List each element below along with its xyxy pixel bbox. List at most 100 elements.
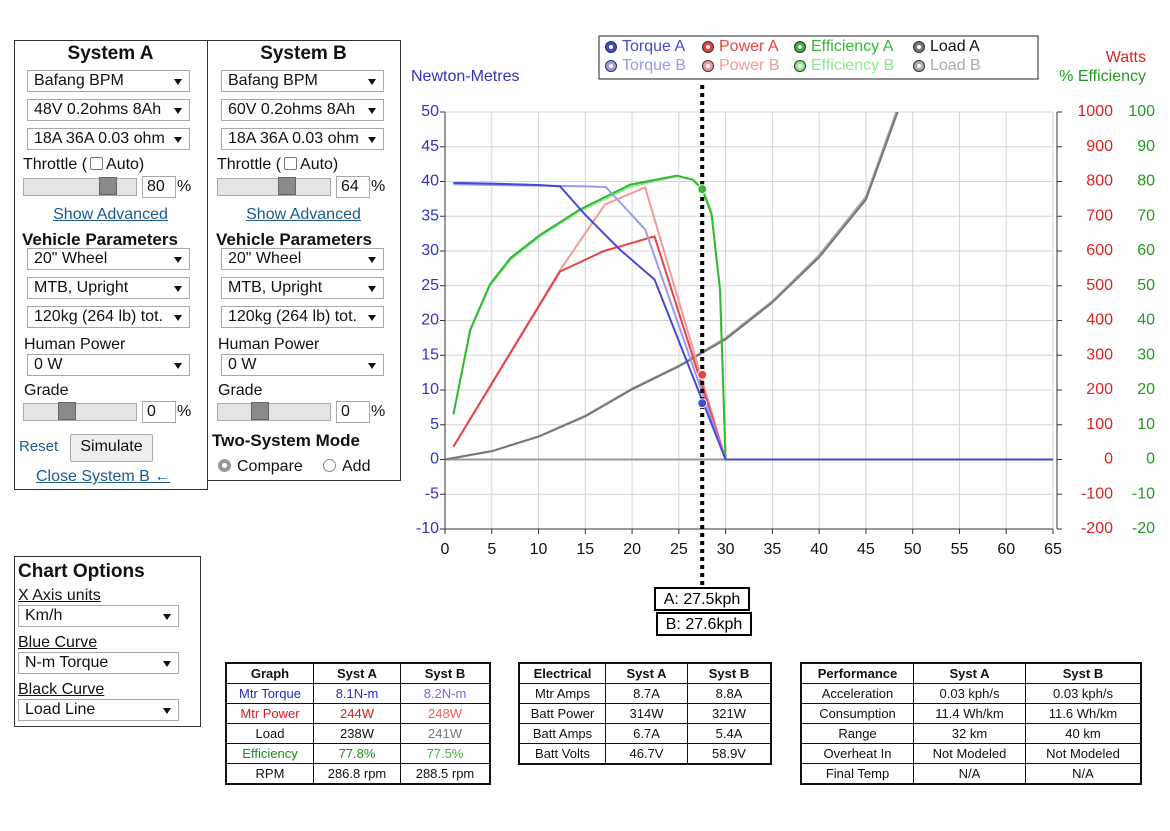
series-line (452, 174, 1053, 461)
header-cell: Syst B (1025, 662, 1142, 684)
frame-select[interactable]: MTB, Upright (221, 277, 384, 299)
y-tick-label: 40 (421, 173, 439, 190)
input[interactable]: 64 (336, 176, 370, 198)
slider-thumb[interactable] (278, 177, 296, 195)
battery-select[interactable]: 48V 0.2ohms 8Ah (27, 99, 190, 121)
row: Graph Syst A Syst B (225, 662, 491, 684)
label: Black Curve (18, 681, 105, 698)
y3-tick-label: 60 (1137, 242, 1155, 259)
y3-tick-label: 70 (1137, 207, 1155, 224)
slider[interactable] (217, 402, 331, 421)
label: Grade (24, 382, 69, 399)
header-cell: Graph (225, 662, 314, 684)
slider[interactable] (23, 402, 137, 421)
close-link[interactable]: Close System B ← (36, 468, 171, 485)
blue-select[interactable]: N-m Torque (18, 652, 179, 674)
motor-select[interactable]: Bafang BPM (221, 70, 384, 92)
frame-select[interactable]: MTB, Upright (27, 277, 190, 299)
x-tick-label: 20 (623, 541, 641, 558)
series-line (453, 183, 1053, 461)
motor-select[interactable]: Bafang BPM (27, 70, 190, 92)
input[interactable]: 0 (336, 401, 370, 423)
cell: 8.2N-m (400, 683, 491, 704)
slider[interactable] (23, 177, 137, 196)
slider-thumb[interactable] (251, 402, 269, 420)
y3-axis-label: % Efficiency (1059, 68, 1146, 85)
radio-checked[interactable] (218, 459, 231, 472)
y-tick-label: 45 (421, 138, 439, 155)
input[interactable]: 80 (142, 176, 176, 198)
cell: 11.4 Wh/km (913, 703, 1026, 724)
x-tick-label: 40 (810, 541, 828, 558)
link[interactable]: Show Advanced (246, 206, 361, 223)
cell: 0.03 kph/s (913, 683, 1026, 704)
electrical-table: Electrical Syst A Syst B Mtr Amps 8.7A 8.8A Ba… (518, 662, 772, 765)
x-tick-label: 55 (951, 541, 969, 558)
cell: Mtr Amps (518, 683, 606, 704)
legend-label: Load B (930, 57, 981, 74)
cursor-marker (697, 184, 708, 195)
checkbox[interactable] (284, 157, 298, 170)
legend-label: Power A (719, 38, 779, 55)
row: Mtr Power 244W 248W (225, 703, 491, 724)
y3-tick-label: 30 (1137, 346, 1155, 363)
radio[interactable] (323, 459, 336, 472)
wheel-select[interactable]: 20" Wheel (221, 248, 384, 270)
cell: 77.8% (313, 743, 401, 764)
slider-thumb[interactable] (58, 402, 76, 420)
human-power-select[interactable]: 0 W (221, 354, 384, 376)
legend-label: Efficiency A (811, 38, 894, 55)
y2-tick-label: 400 (1086, 312, 1113, 329)
y2-axis-label: Watts (1106, 49, 1146, 66)
wheel-select[interactable]: 20" Wheel (27, 248, 190, 270)
y2-tick-label: 1000 (1077, 103, 1113, 120)
battery-select[interactable]: 60V 0.2ohms 8Ah (221, 99, 384, 121)
slider[interactable] (217, 177, 331, 196)
section-title: Vehicle Parameters (22, 230, 178, 249)
row: Load 238W 241W (225, 723, 491, 744)
legend-box (598, 35, 1039, 80)
cell: 46.7V (605, 743, 688, 765)
controller-select[interactable]: 18A 36A 0.03 ohm (27, 128, 190, 150)
y3-tick-label: -10 (1132, 485, 1155, 502)
y-tick-label: 50 (421, 103, 439, 120)
checkbox[interactable] (90, 157, 104, 170)
input[interactable]: 0 (142, 401, 176, 423)
cell: Range (800, 723, 914, 744)
x-axis-select[interactable]: Km/h (18, 605, 179, 627)
cell: Acceleration (800, 683, 914, 704)
mass-select[interactable]: 120kg (264 lb) tot. (221, 306, 384, 328)
cell: N/A (1025, 763, 1142, 785)
cell: 248W (400, 703, 491, 724)
x-tick-label: 0 (441, 541, 450, 558)
legend-marker-dot (706, 64, 710, 68)
cell: Batt Amps (518, 723, 606, 744)
x-tick-label: 5 (487, 541, 496, 558)
header-cell: Syst B (687, 662, 772, 684)
graph-table: Graph Syst A Syst B Mtr Torque 8.1N-m 8.2N-m M… (225, 662, 491, 785)
cursor-marker (697, 398, 708, 409)
cursor-label: B: 27.6kph (666, 616, 743, 633)
y2-tick-label: -200 (1081, 520, 1113, 537)
y-tick-label: 20 (421, 312, 439, 329)
black-select[interactable]: Load Line (18, 699, 179, 721)
cell: 241W (400, 723, 491, 744)
label: Grade (218, 382, 263, 399)
cursor-label-box (656, 612, 752, 636)
cell: 5.4A (687, 723, 772, 744)
link[interactable]: Show Advanced (53, 206, 168, 223)
simulate-button[interactable]: Simulate (70, 434, 153, 462)
cell: Efficiency (225, 743, 314, 764)
controller-select[interactable]: 18A 36A 0.03 ohm (221, 128, 384, 150)
human-power-select[interactable]: 0 W (27, 354, 190, 376)
y3-tick-label: 20 (1137, 381, 1155, 398)
y3-tick-label: 0 (1146, 451, 1155, 468)
slider-thumb[interactable] (99, 177, 117, 195)
cell: 238W (313, 723, 401, 744)
reset-link[interactable]: Reset (19, 438, 59, 455)
unit: % (371, 178, 386, 195)
cell: Load (225, 723, 314, 744)
y-tick-label: -5 (425, 485, 439, 502)
mass-select[interactable]: 120kg (264 lb) tot. (27, 306, 190, 328)
legend-label: Efficiency B (811, 57, 894, 74)
